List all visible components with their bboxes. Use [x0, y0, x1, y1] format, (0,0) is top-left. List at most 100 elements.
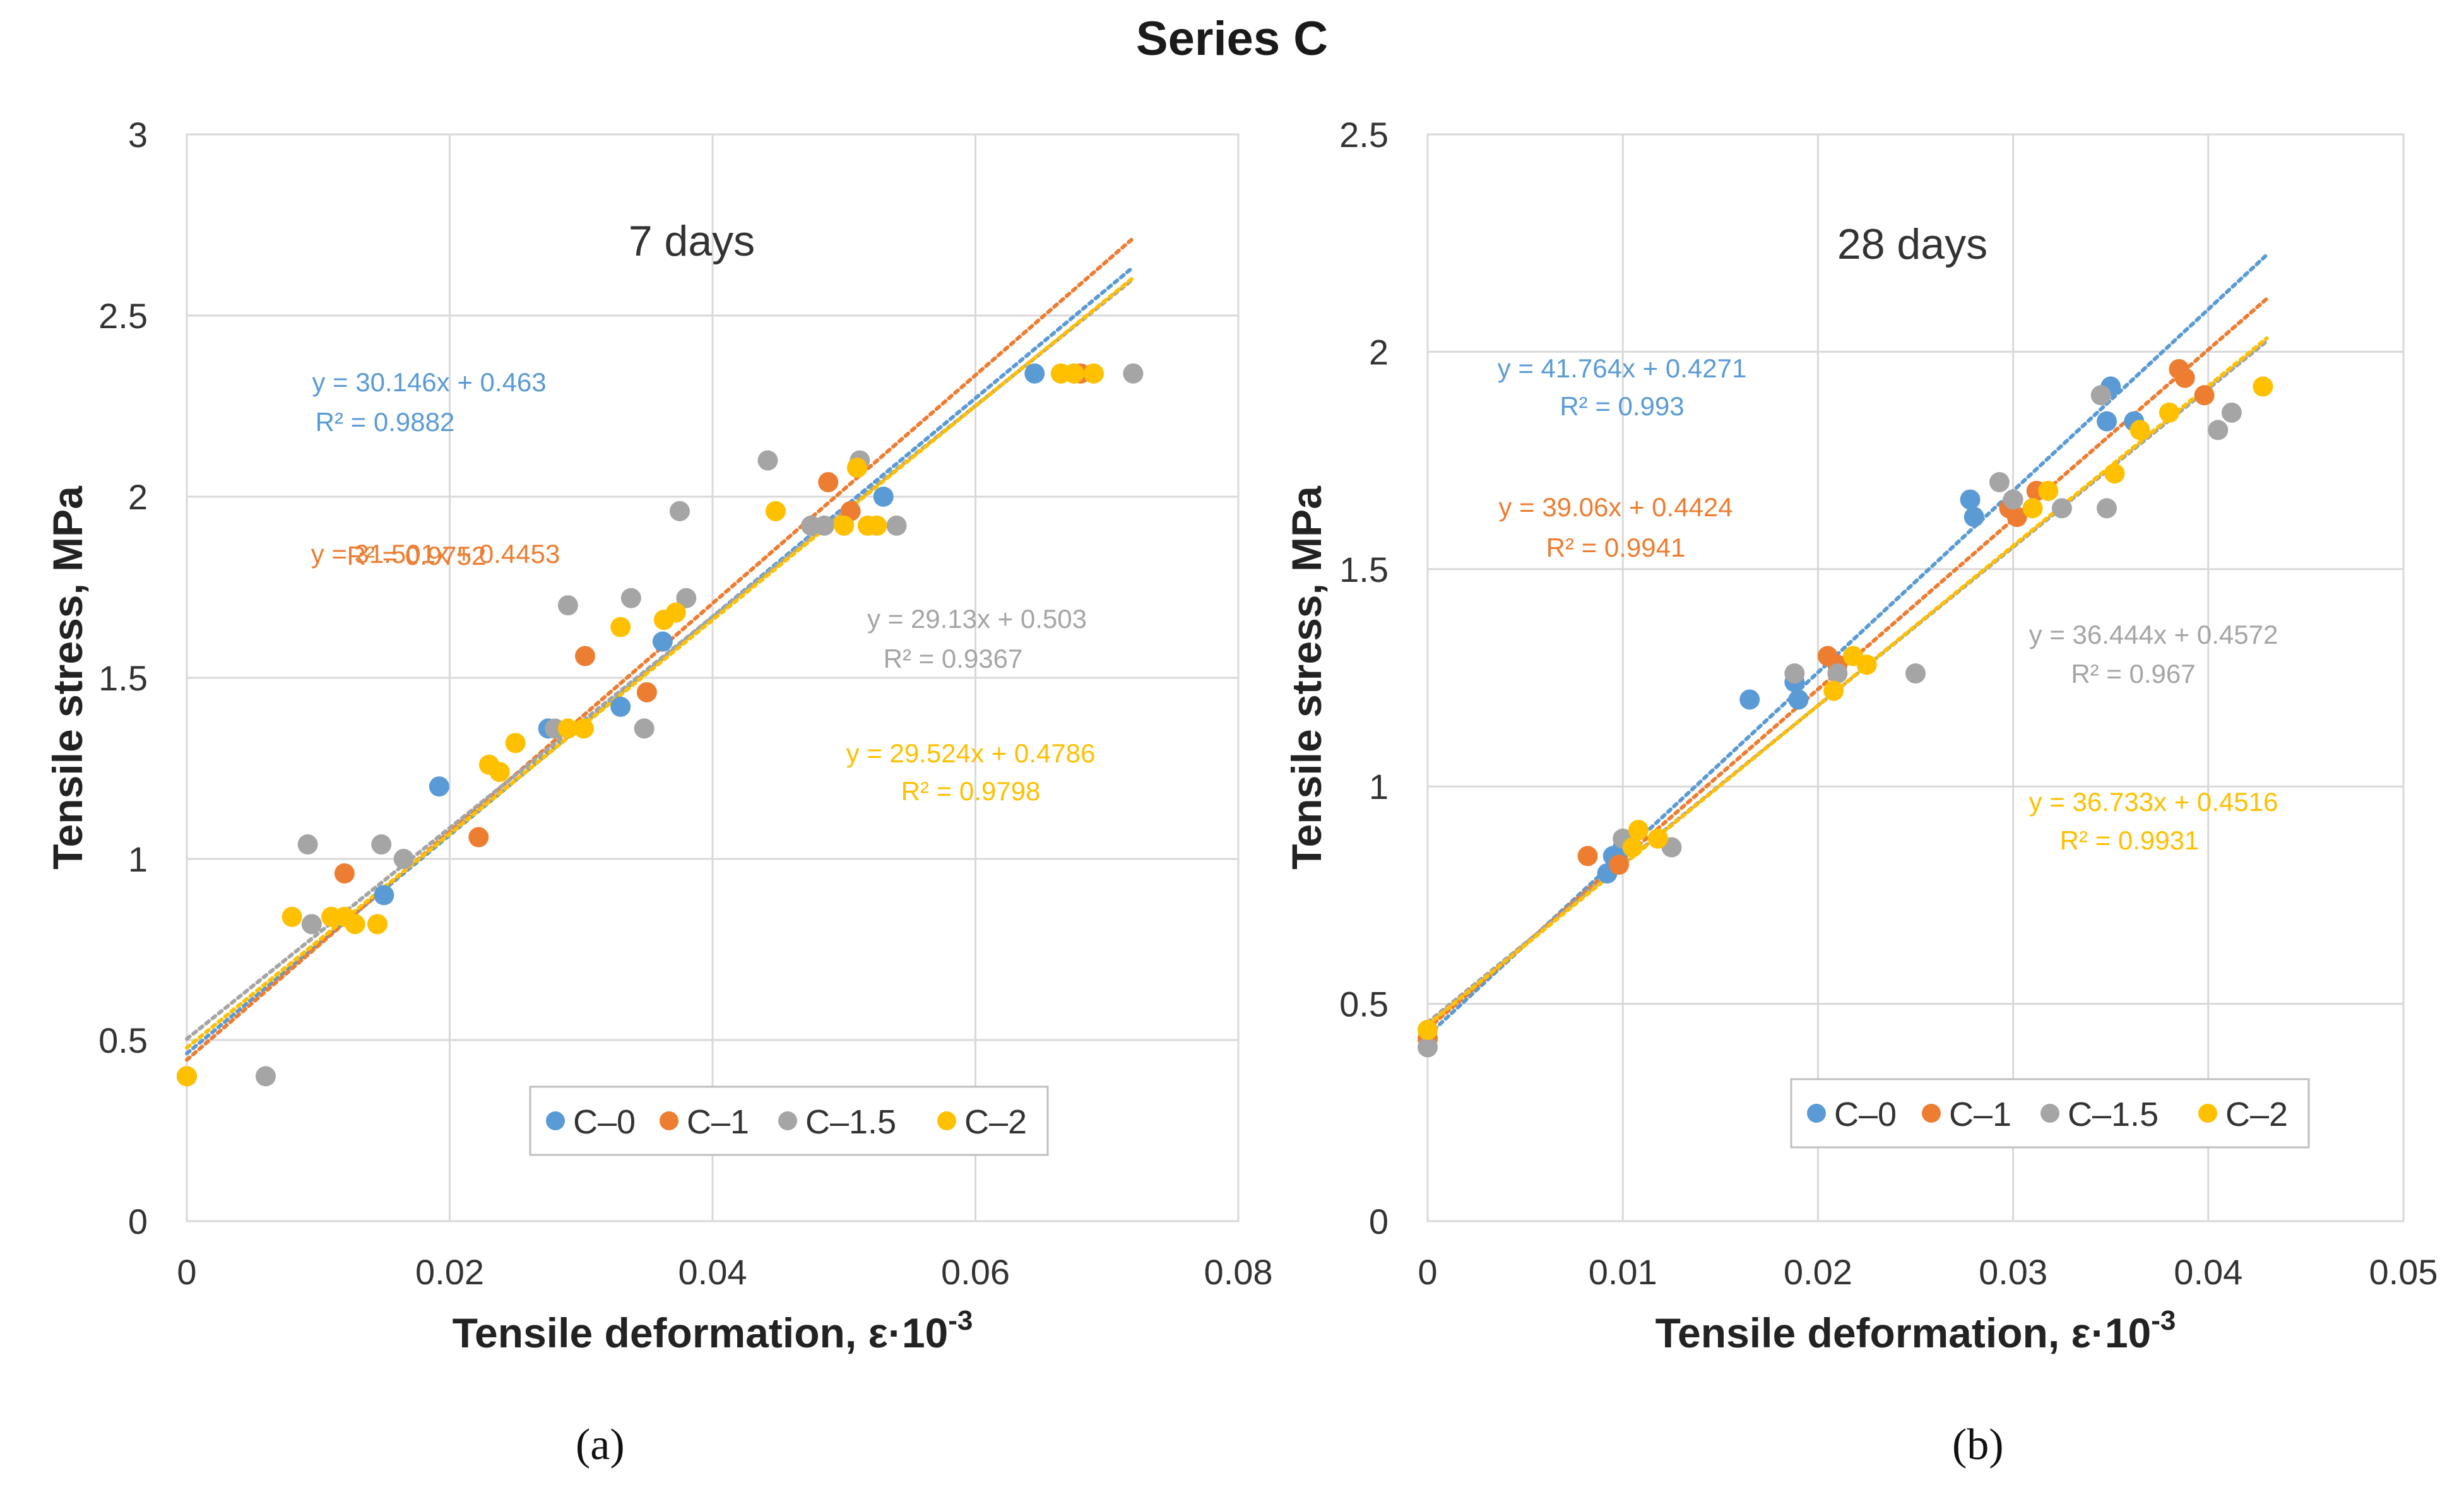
x-axis-label: Tensile deformation, ε·10-3: [1656, 1305, 2176, 1356]
y-axis-label: Tensile stress, MPa: [44, 485, 91, 870]
data-point-C-1.5: [2003, 489, 2023, 510]
data-point-C-2: [505, 733, 526, 754]
data-point-C-2: [867, 515, 887, 536]
data-point-C-1.5: [557, 595, 578, 616]
x-axis-label: Tensile deformation, ε·10-3: [453, 1305, 973, 1356]
x-tick-label: 0.03: [1979, 1252, 2047, 1292]
x-axis-label-superscript: -3: [948, 1305, 973, 1336]
y-tick-label: 1.5: [98, 658, 148, 698]
y-tick-label: 2: [1369, 332, 1389, 372]
data-point-C-1.5: [1418, 1037, 1438, 1058]
data-point-C-2: [665, 602, 686, 623]
data-point-C-1.5: [2208, 420, 2229, 441]
data-point-C-2: [1647, 828, 1668, 849]
data-point-C-1.5: [255, 1066, 276, 1087]
data-point-C-0: [873, 487, 894, 507]
legend-label-C-1: C–1: [1949, 1096, 2011, 1133]
y-tick-label: 1: [128, 839, 148, 879]
legend-label-C-0: C–0: [1834, 1096, 1897, 1133]
data-point-C-2: [1628, 820, 1649, 841]
data-point-C-2: [345, 914, 365, 935]
x-tick-label: 0.04: [2174, 1252, 2242, 1292]
data-point-C-1.5: [1123, 363, 1144, 384]
trendline-r2-C-1: R² = 0.9752: [347, 541, 487, 571]
trendline-C-2: [1426, 336, 2269, 1027]
legend-label-C-1.5: C–1.5: [2068, 1096, 2159, 1133]
data-point-C-2: [1083, 363, 1104, 384]
legend-marker-C-2: [2198, 1104, 2217, 1123]
trendline-r2-C-0: R² = 0.9882: [316, 407, 455, 437]
x-tick-label: 0.02: [1784, 1252, 1852, 1292]
data-point-C-2: [2159, 402, 2179, 423]
data-point-C-1: [2174, 367, 2195, 388]
data-point-C-2: [2253, 376, 2273, 397]
data-point-C-1.5: [669, 500, 690, 521]
data-point-C-1: [468, 827, 489, 848]
x-tick-label: 0.06: [941, 1252, 1010, 1292]
data-point-C-1.5: [393, 849, 414, 869]
trendline-r2-C-2: R² = 0.9798: [901, 776, 1041, 806]
data-point-C-1.5: [886, 515, 907, 536]
data-point-C-1.5: [620, 588, 641, 608]
data-point-C-2: [1418, 1019, 1438, 1040]
legend: [529, 1085, 1049, 1156]
y-axis-label: Tensile stress, MPa: [1283, 485, 1330, 870]
data-point-C-1.5: [2097, 498, 2118, 519]
data-point-C-2: [489, 762, 510, 783]
y-tick-label: 0: [128, 1202, 148, 1241]
data-point-C-1.5: [814, 515, 835, 536]
trendline-equation-C-0: y = 30.146x + 0.463: [312, 367, 546, 397]
trendline-equation-C-1.5: y = 29.13x + 0.503: [867, 604, 1087, 634]
data-point-C-1.5: [1784, 663, 1805, 684]
y-tick-label: 0.5: [98, 1020, 148, 1060]
legend-marker-C-0: [546, 1111, 565, 1130]
data-point-C-1: [2194, 385, 2215, 406]
data-point-C-2: [557, 718, 578, 739]
data-point-C-1.5: [301, 914, 322, 935]
data-point-C-2: [2038, 480, 2059, 501]
y-tick-label: 1: [1369, 767, 1389, 807]
data-point-C-1: [2006, 507, 2027, 528]
data-point-C-0: [374, 885, 394, 906]
legend-label-C-0: C–0: [573, 1103, 636, 1141]
data-point-C-1.5: [1905, 663, 1926, 684]
legend-marker-C-2: [937, 1111, 956, 1130]
data-point-C-2: [1063, 363, 1084, 384]
data-point-C-2: [1622, 837, 1643, 858]
data-point-C-2: [573, 718, 594, 739]
x-tick-label: 0: [177, 1252, 196, 1292]
data-point-C-0: [610, 696, 631, 717]
chart-title: 7 days: [629, 217, 755, 265]
data-point-C-1.5: [371, 834, 392, 855]
panel-label-b: (b): [1952, 1421, 2004, 1469]
trendline-C-0: [1426, 252, 2269, 1038]
trendline-equation-C-0: y = 41.764x + 0.4271: [1498, 353, 1747, 383]
chart-title: 28 days: [1837, 220, 1987, 268]
data-point-C-2: [367, 914, 388, 935]
trendline-equation-C-1: y = 39.06x + 0.4424: [1498, 492, 1732, 522]
data-point-C-2: [610, 617, 631, 637]
data-point-C-0: [1960, 489, 1981, 510]
x-tick-label: 0.08: [1204, 1252, 1273, 1292]
data-point-C-2: [834, 515, 855, 536]
data-point-C-0: [429, 776, 449, 797]
data-point-C-0: [1739, 689, 1760, 710]
data-point-C-1: [818, 472, 839, 493]
data-point-C-0: [1964, 507, 1984, 528]
trendline-equation-C-1: y = 31.501x + 0.4453: [311, 539, 560, 569]
y-tick-label: 2.5: [1339, 115, 1389, 155]
data-point-C-2: [177, 1066, 197, 1087]
data-point-C-1.5: [634, 718, 654, 739]
data-point-C-2: [1823, 680, 1844, 701]
data-point-C-1.5: [757, 450, 778, 471]
trendline-r2-C-1: R² = 0.9941: [1546, 533, 1686, 562]
trendline-r2-C-2: R² = 0.9931: [2060, 825, 2200, 855]
trendline-equation-C-2: y = 36.733x + 0.4516: [2029, 787, 2278, 817]
data-point-C-1.5: [2090, 385, 2111, 406]
legend-label-C-2: C–2: [2225, 1096, 2288, 1133]
data-point-C-2: [2022, 498, 2043, 519]
trendline-r2-C-1.5: R² = 0.9367: [884, 644, 1023, 673]
